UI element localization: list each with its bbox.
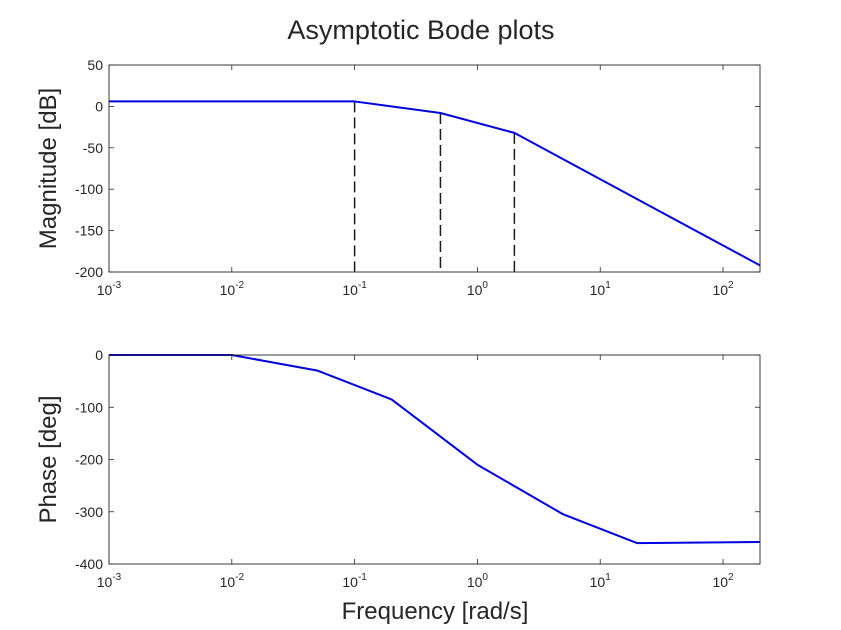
phase-line [109,354,761,545]
phase-panel: 10-3 10-2 10-1 100 101 102 0 -100 -200 -300 -400 P… [35,347,761,590]
magnitude-y-tick-label: 50 [87,57,103,73]
phase-x-tick-label: 102 [712,572,734,590]
phase-x-tick-label: 101 [590,572,612,590]
phase-y-axis-label: Phase [deg] [35,395,62,523]
figure-title: Asymptotic Bode plots [287,15,554,45]
magnitude-y-axis-label: Magnitude [dB] [35,88,62,249]
phase-axes [108,354,760,565]
phase-tick-labels: 10-3 10-2 10-1 100 101 102 0 -100 -200 -300 -400 [75,347,734,590]
magnitude-y-tick-label: 0 [95,98,103,114]
phase-x-tick-label: 10-3 [97,572,122,590]
phase-y-tick-label: -300 [75,504,103,520]
phase-x-tick-label: 10-1 [342,572,367,590]
phase-axes-box [108,354,761,565]
magnitude-y-tick-label: -100 [75,181,103,197]
magnitude-x-tick-label: 100 [467,280,489,298]
magnitude-x-tick-label: 10-2 [220,280,245,298]
magnitude-corner-markers [353,101,516,272]
magnitude-y-tick-label: -150 [75,223,103,239]
phase-y-tick-label: -200 [75,452,103,468]
magnitude-y-tick-label: -50 [83,140,103,156]
phase-y-tick-label: -100 [75,399,103,415]
magnitude-line [109,100,761,267]
phase-y-tick-label: -400 [75,556,103,572]
phase-plot-area [109,355,760,564]
phase-y-tick-label: 0 [95,347,103,363]
phase-series [108,354,761,565]
magnitude-x-tick-label: 10-1 [342,280,367,298]
x-axis-label: Frequency [rad/s] [342,598,529,625]
magnitude-y-tick-label: -200 [75,264,103,280]
magnitude-x-tick-label: 10-3 [97,280,122,298]
magnitude-axes [108,64,760,273]
magnitude-x-tick-label: 101 [590,280,612,298]
magnitude-panel: 10-3 10-2 10-1 100 101 102500-50-100-150-200 … [35,57,761,298]
magnitude-axes-box [108,64,761,273]
magnitude-series [108,64,761,273]
magnitude-plot-area [109,65,760,272]
magnitude-tick-labels: 10-3 10-2 10-1 100 101 102 50 0 -50 -100 -150 -200 [75,57,734,298]
phase-x-tick-label: 10-2 [220,572,245,590]
phase-x-tick-label: 100 [467,572,489,590]
magnitude-x-tick-label: 102 [712,280,734,298]
